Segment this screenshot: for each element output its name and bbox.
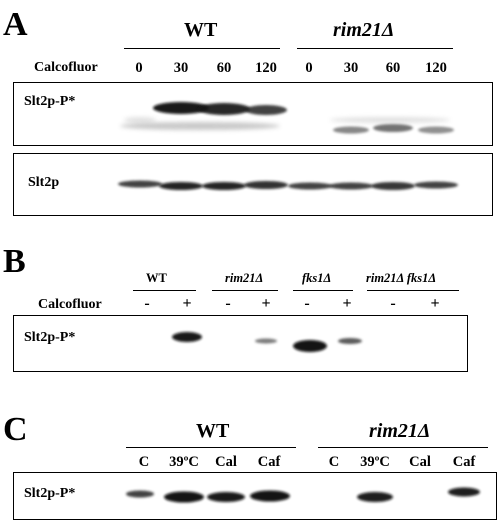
- band-a1-wt-120: [245, 105, 287, 115]
- panel-b-group-rim21: rim21Δ: [225, 271, 264, 285]
- panel-c-lane-label-5: C: [328, 454, 340, 470]
- panel-b-bracket-fks1: [293, 290, 353, 291]
- panel-b-sign-8: +: [430, 295, 440, 312]
- panel-a-mutant-bracket: [297, 48, 453, 49]
- panel-c-blot: Slt2p-P*: [13, 472, 497, 520]
- band-a1-wt-0: [124, 117, 156, 123]
- panel-a-lane-label-6: 30: [343, 60, 359, 76]
- band-a2-7: [371, 182, 415, 190]
- panel-c-wt-bracket: [126, 447, 296, 448]
- panel-b-bracket-rim21: [212, 290, 278, 291]
- band-c-wt-39: [164, 491, 204, 503]
- band-b-fks-minus: [293, 340, 327, 352]
- panel-c-lane-label-8: Caf: [452, 454, 476, 470]
- band-a2-5: [288, 182, 332, 190]
- panel-a-lane-label-3: 60: [216, 60, 232, 76]
- band-a1-rim-30: [333, 126, 369, 134]
- panel-a-blot-phospho: Slt2p-P*: [13, 82, 493, 146]
- panel-a-lane-label-1: 0: [135, 60, 143, 76]
- band-a2-4: [244, 181, 288, 189]
- band-a1-wt-60: [198, 103, 250, 115]
- panel-a-group-mutant: rim21Δ: [333, 19, 395, 41]
- band-a2-6: [329, 182, 373, 190]
- panel-a-lane-label-7: 60: [385, 60, 401, 76]
- panel-b-group-fks1: fks1Δ: [302, 271, 332, 285]
- band-c-wt-caf: [250, 490, 290, 502]
- band-b-rim-plus: [255, 338, 277, 344]
- panel-a-wt-bracket: [124, 48, 280, 49]
- panel-b-letter: B: [3, 243, 26, 280]
- panel-a-lane-label-4: 120: [255, 60, 277, 76]
- panel-c-lane-label-4: Caf: [257, 454, 281, 470]
- panel-c-letter: C: [3, 411, 28, 448]
- panel-c-lane-label-3: Cal: [215, 454, 237, 470]
- panel-a-letter: A: [3, 6, 28, 43]
- band-a2-2: [159, 182, 203, 190]
- panel-b-treatment-label: Calcofluor: [38, 297, 102, 312]
- panel-b-sign-1: -: [144, 295, 150, 312]
- band-c-rim-39: [357, 492, 393, 502]
- panel-a-lane-label-2: 30: [173, 60, 189, 76]
- panel-b-group-wt: WT: [146, 271, 167, 285]
- panel-c-lane-label-2: 39ºC: [169, 454, 199, 470]
- panel-b-sign-2: +: [182, 295, 192, 312]
- panel-b-sign-6: +: [342, 295, 352, 312]
- panel-b-bracket-wt: [133, 290, 196, 291]
- panel-c-mutant-bracket: [318, 447, 488, 448]
- panel-a-treatment-label: Calcofluor: [34, 60, 98, 75]
- panel-b-sign-7: -: [390, 295, 396, 312]
- band-c-wt-cal: [207, 492, 245, 502]
- panel-b-blot-label: Slt2p-P*: [24, 330, 76, 345]
- band-a1-wt-smear: [120, 122, 280, 130]
- panel-a-blot-phospho-label: Slt2p-P*: [24, 94, 76, 109]
- band-a1-rim-120: [418, 126, 454, 134]
- band-a2-3: [202, 182, 246, 190]
- panel-c-lane-label-6: 39ºC: [360, 454, 390, 470]
- panel-b-blot: Slt2p-P*: [13, 315, 468, 372]
- panel-b-bracket-double: [367, 290, 459, 291]
- panel-c-group-mutant: rim21Δ: [369, 420, 431, 442]
- band-c-rim-caf: [448, 487, 480, 497]
- band-b-wt-plus: [172, 332, 202, 342]
- band-a2-1: [118, 180, 162, 188]
- panel-a-lane-label-5: 0: [305, 60, 313, 76]
- panel-b-group-double: rim21Δ fks1Δ: [366, 271, 437, 285]
- band-b-fks-plus: [338, 338, 362, 344]
- panel-c-group-wt: WT: [196, 420, 230, 442]
- panel-a-group-wt: WT: [184, 19, 218, 41]
- panel-b-sign-4: +: [261, 295, 271, 312]
- band-a1-rim-smear: [330, 117, 450, 123]
- panel-a-lane-label-8: 120: [425, 60, 447, 76]
- panel-c-blot-label: Slt2p-P*: [24, 486, 76, 501]
- band-a1-rim-60: [373, 124, 413, 132]
- band-a1-wt-30: [153, 102, 209, 114]
- panel-b-sign-5: -: [304, 295, 310, 312]
- panel-a-blot-total-label: Slt2p: [28, 175, 60, 190]
- band-c-wt-c: [126, 490, 154, 498]
- band-a2-8: [414, 181, 458, 189]
- panel-c-lane-label-7: Cal: [409, 454, 431, 470]
- panel-c-lane-label-1: C: [138, 454, 150, 470]
- panel-b-sign-3: -: [225, 295, 231, 312]
